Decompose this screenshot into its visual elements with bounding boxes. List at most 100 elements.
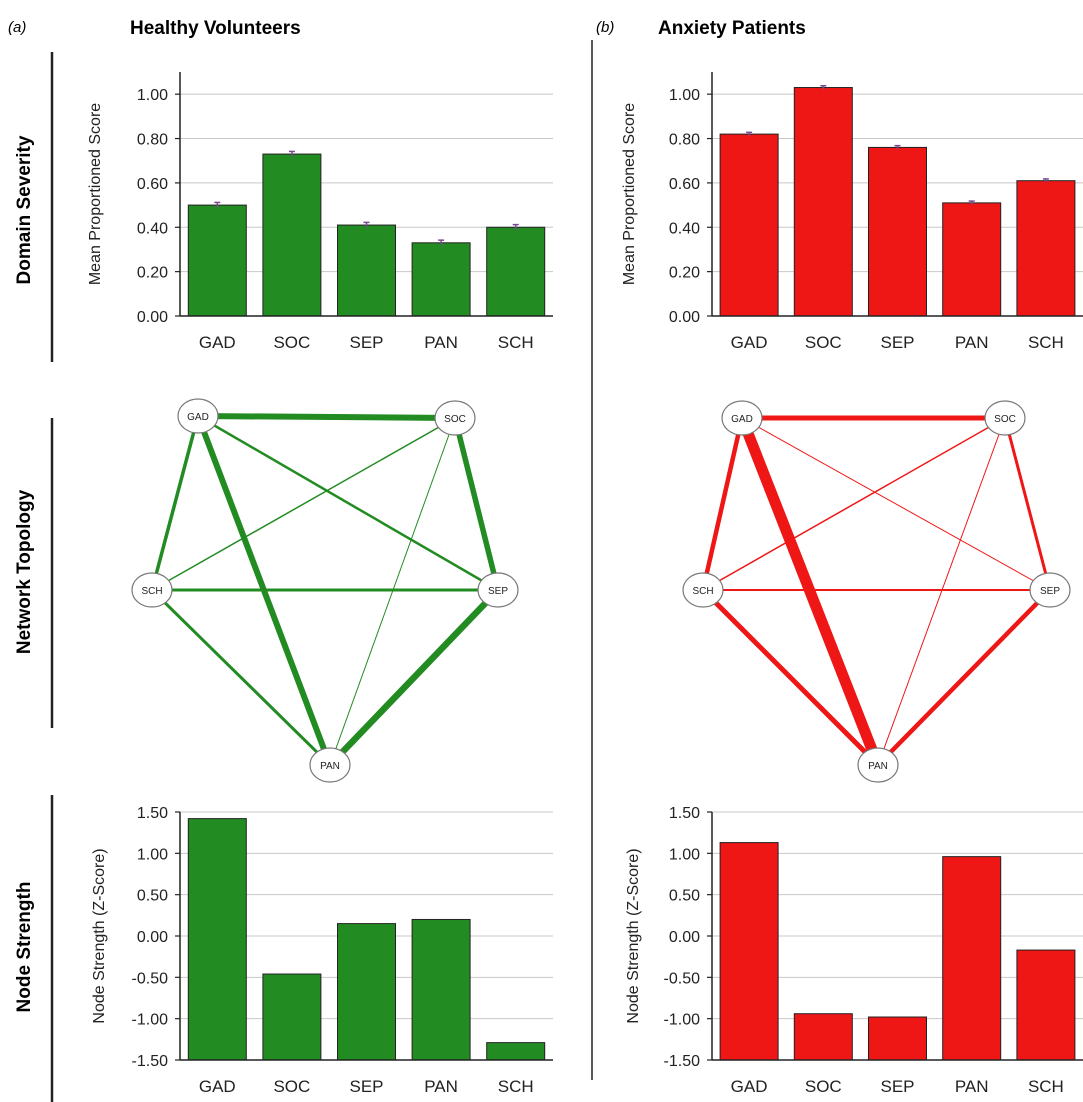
bar-sep (868, 146, 927, 317)
y-tick-label: 0.40 (137, 220, 168, 237)
bar-soc (262, 973, 322, 1061)
bar-sch (1016, 949, 1076, 1061)
x-tick-label: PAN (424, 1077, 458, 1096)
y-tick-label: 0.00 (669, 309, 700, 326)
strength-chart-anxiety: -1.50 -1.00 -0.50 0.00 0.50 1.00 1.50 GAD SOC SEP… (625, 805, 1083, 1096)
node-label: GAD (187, 412, 209, 423)
edge-gad-soc (195, 413, 458, 421)
y-axis-label: Node Strength (Z-Score) (91, 848, 108, 1023)
node-label: SCH (692, 586, 713, 597)
node-gad (721, 400, 763, 436)
x-tick-label: SOC (805, 1077, 842, 1096)
node-sep (477, 572, 519, 608)
strength-chart-healthy: -1.50 -1.00 -0.50 0.00 0.50 1.00 1.50 GAD SOC SEP… (91, 805, 553, 1096)
node-soc (434, 400, 476, 436)
x-tick-label: SCH (498, 1077, 534, 1096)
y-tick-label: 0.40 (669, 220, 700, 237)
node-label: PAN (868, 761, 888, 772)
node-label: SOC (444, 414, 466, 425)
y-tick-label: 0.00 (137, 929, 168, 946)
edge-pan-sch (700, 587, 881, 768)
x-tick-label: SEP (349, 333, 383, 352)
y-tick-label: 0.80 (669, 132, 700, 149)
x-tick-label: SOC (273, 1077, 310, 1096)
x-tick-label: GAD (199, 1077, 236, 1096)
bar-pan (411, 242, 471, 317)
edge-pan-sch (150, 588, 332, 767)
y-axis-label: Mean Proportioned Score (621, 103, 638, 285)
y-tick-label: 0.00 (669, 929, 700, 946)
row-label-topology: Network Topology (14, 489, 35, 654)
y-tick-label: 0.60 (137, 176, 168, 193)
x-tick-label: GAD (731, 1077, 768, 1096)
bar-gad (719, 842, 779, 1061)
y-tick-label: 1.00 (669, 87, 700, 104)
edge-sep-pan (326, 586, 502, 769)
x-tick-label: SEP (880, 1077, 914, 1096)
node-label: PAN (320, 761, 340, 772)
x-tick-label: SEP (880, 333, 914, 352)
bar-sch (486, 226, 546, 317)
y-axis-label: Mean Proportioned Score (87, 103, 104, 285)
y-tick-label: -1.50 (664, 1053, 701, 1070)
edge-gad-sch (700, 415, 745, 593)
x-tick-label: GAD (731, 333, 768, 352)
severity-chart-anxiety: 0.00 0.20 0.40 0.60 0.80 1.00 GAD SOC SEP PAN SCH M… (621, 72, 1083, 352)
row-label-severity: Domain Severity (14, 135, 35, 284)
y-tick-label: -1.50 (132, 1053, 169, 1070)
edge-soc-pan (877, 417, 1006, 766)
node-label: GAD (731, 414, 753, 425)
node-gad (177, 398, 219, 434)
y-tick-label: 0.20 (137, 265, 168, 282)
x-tick-label: GAD (199, 333, 236, 352)
bar-soc (793, 87, 853, 317)
x-tick-label: SOC (273, 333, 310, 352)
edge-soc-sep (452, 415, 501, 593)
node-label: SOC (994, 414, 1016, 425)
node-pan (857, 747, 899, 783)
bar-sch (486, 1042, 546, 1061)
bar-sch (1016, 180, 1076, 317)
bar-gad (719, 133, 779, 317)
edge-gad-sep (196, 414, 500, 592)
y-axis-label: Node Strength (Z-Score) (625, 848, 642, 1023)
y-tick-label: 0.60 (669, 176, 700, 193)
y-tick-label: 1.00 (137, 87, 168, 104)
y-tick-label: -1.00 (132, 1012, 169, 1029)
edge-soc-sep (1003, 416, 1052, 592)
network-anxiety: GAD SOC SEP PAN SCH (682, 400, 1071, 783)
x-tick-label: SEP (349, 1077, 383, 1096)
x-tick-label: SOC (805, 333, 842, 352)
edge-gad-sep (741, 417, 1051, 591)
y-tick-label: 1.50 (137, 805, 168, 822)
bar-pan (942, 202, 1002, 317)
y-tick-label: -1.00 (664, 1012, 701, 1029)
node-label: SEP (1040, 586, 1060, 597)
panel-a-letter: (a) (8, 19, 26, 36)
y-tick-label: 1.50 (669, 805, 700, 822)
node-label: SEP (488, 586, 508, 597)
x-tick-label: PAN (955, 333, 989, 352)
y-tick-label: 0.00 (137, 309, 168, 326)
x-tick-label: SCH (498, 333, 534, 352)
node-sep (1029, 572, 1071, 608)
edge-soc-sch (151, 417, 456, 591)
panel-b-letter: (b) (596, 19, 614, 36)
node-pan (309, 747, 351, 783)
bar-gad (187, 204, 247, 317)
y-tick-label: 0.20 (669, 265, 700, 282)
panel-a-title: Healthy Volunteers (130, 18, 301, 39)
y-tick-label: -0.50 (132, 970, 169, 987)
y-tick-label: 0.50 (137, 888, 168, 905)
edge-gad-sch (150, 414, 200, 592)
bar-sep (337, 923, 396, 1061)
edge-soc-sch (702, 417, 1006, 591)
bar-soc (793, 1013, 853, 1061)
y-tick-label: 1.00 (137, 846, 168, 863)
node-soc (984, 400, 1026, 436)
panel-b-title: Anxiety Patients (658, 18, 806, 39)
x-tick-label: SCH (1028, 1077, 1064, 1096)
bar-sep (868, 1016, 927, 1061)
x-tick-label: SCH (1028, 333, 1064, 352)
